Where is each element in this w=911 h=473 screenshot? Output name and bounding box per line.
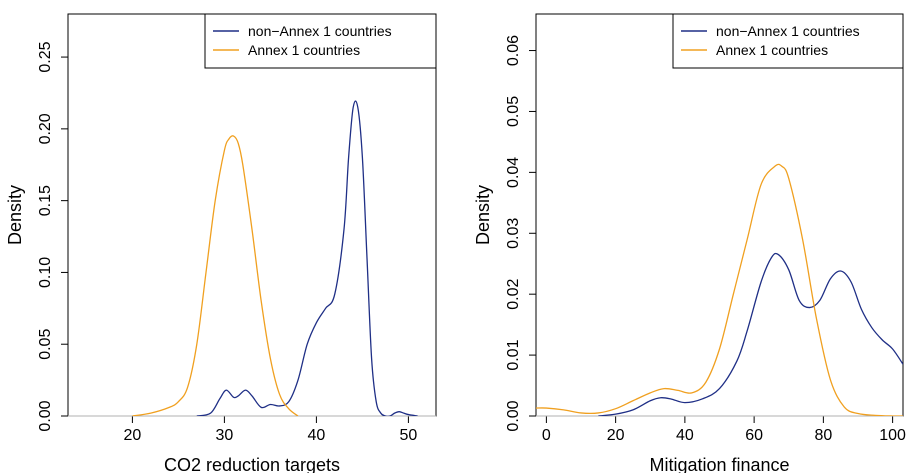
x-tick-label: 60 (745, 427, 763, 444)
y-tick-label: 0.06 (505, 35, 522, 66)
x-tick-label: 40 (676, 427, 694, 444)
y-tick-label: 0.04 (505, 157, 522, 188)
density-line-annex-1 (132, 135, 299, 416)
legend-box (204, 13, 437, 69)
legend-box (672, 13, 904, 69)
density-line-non-annex-1 (598, 252, 903, 416)
y-tick-label: 0.00 (505, 400, 522, 431)
y-tick-label: 0.01 (505, 339, 522, 370)
y-tick-label: 0.20 (37, 113, 54, 144)
x-tick-label: 80 (814, 427, 832, 444)
chart-panel-2: 0 20 40 60 80 100 0.00 0.01 0.02 0.03 0.04 0.05 0.06… (473, 13, 906, 473)
legend-entry-label: Annex 1 countries (716, 42, 828, 58)
density-line-annex-1 (536, 163, 903, 416)
legend-entry-label: non−Annex 1 countries (716, 23, 860, 39)
legend-entry-label: non−Annex 1 countries (248, 23, 392, 39)
density-line-non-annex-1 (196, 100, 418, 416)
legend-entry-label: Annex 1 countries (248, 42, 360, 58)
chart-panel-1: 20 30 40 50 0.00 0.05 0.10 0.15 0.20 0.25 CO2 redu… (5, 13, 437, 473)
y-tick-label: 0.25 (37, 41, 54, 72)
x-tick-label: 20 (607, 427, 625, 444)
x-tick-label: 30 (216, 427, 234, 444)
y-axis-title: Density (5, 185, 25, 245)
y-tick-label: 0.00 (37, 400, 54, 431)
legend: non−Annex 1 countries Annex 1 countries (204, 13, 437, 69)
y-tick-label: 0.05 (505, 96, 522, 127)
y-axis-title: Density (473, 185, 493, 245)
y-tick-label: 0.10 (37, 257, 54, 288)
x-tick-label: 100 (879, 427, 906, 444)
legend: non−Annex 1 countries Annex 1 countries (672, 13, 904, 69)
x-axis-title: Mitigation finance (649, 455, 789, 473)
x-tick-label: 0 (542, 427, 551, 444)
x-tick-label: 50 (400, 427, 418, 444)
x-axis-title: CO2 reduction targets (164, 455, 340, 473)
y-tick-label: 0.03 (505, 218, 522, 249)
y-tick-label: 0.05 (37, 329, 54, 360)
x-tick-label: 40 (308, 427, 326, 444)
y-tick-label: 0.15 (37, 185, 54, 216)
x-tick-label: 20 (124, 427, 142, 444)
y-tick-label: 0.02 (505, 279, 522, 310)
